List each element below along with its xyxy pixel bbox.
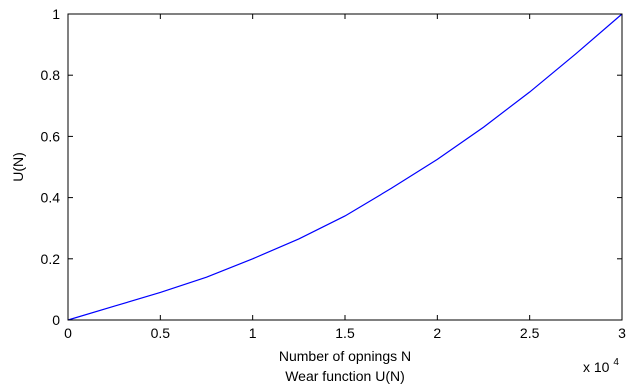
x-tick-label: 0.5	[151, 325, 171, 341]
x-tick-label: 1.5	[335, 325, 355, 341]
x-multiplier-label: x 10 4	[583, 357, 619, 375]
x-tick-label: 2.5	[520, 325, 540, 341]
y-tick-label: 0.4	[41, 190, 61, 206]
plot-area	[68, 14, 622, 320]
y-tick-label: 1	[52, 6, 60, 22]
x-tick-label: 2	[433, 325, 441, 341]
y-tick-label: 0.2	[41, 251, 61, 267]
x-tick-label: 1	[249, 325, 257, 341]
series-line	[67, 13, 623, 321]
y-tick-label: 0.6	[41, 128, 61, 144]
y-tick-label: 0.8	[41, 67, 61, 83]
y-tick-label: 0	[52, 312, 60, 328]
ticks-layer: 0 0.5 1 1.5 2 2.5 3 0 0.2 0.4 0.6 0.8 1	[41, 6, 627, 341]
series-layer	[67, 13, 623, 321]
x-multiplier-exponent: 4	[613, 357, 619, 368]
chart-caption: Wear function U(N)	[285, 368, 405, 384]
x-tick-label: 3	[618, 325, 626, 341]
axes-box	[67, 13, 623, 321]
y-axis-label: U(N)	[10, 152, 26, 182]
x-tick-label: 0	[64, 325, 72, 341]
x-multiplier-base: x 10	[583, 359, 610, 375]
x-axis-label: Number of opnings N	[279, 348, 411, 364]
